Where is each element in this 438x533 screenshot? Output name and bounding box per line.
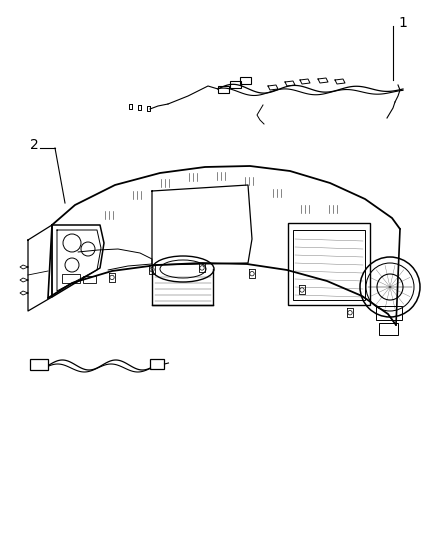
Text: 1: 1 [398, 16, 407, 30]
Bar [151, 359, 165, 369]
Bar [376, 306, 402, 320]
Bar [83, 276, 96, 283]
Bar [62, 274, 80, 283]
Bar [230, 81, 241, 88]
Bar [30, 359, 48, 370]
Bar [379, 323, 398, 335]
Bar [288, 223, 370, 305]
Bar [293, 230, 365, 300]
Bar [240, 77, 251, 84]
Bar [218, 86, 229, 93]
Text: 2: 2 [30, 138, 39, 152]
